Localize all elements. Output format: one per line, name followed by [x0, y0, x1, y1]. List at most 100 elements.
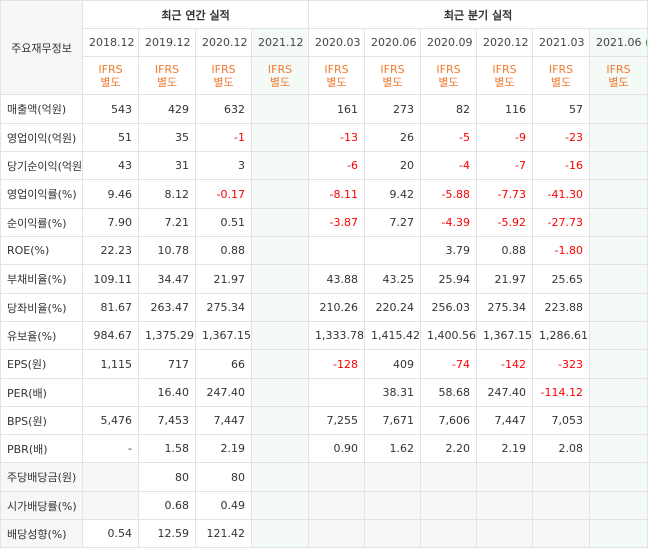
ifrs-basis-label: 별도	[382, 75, 403, 89]
value-cell	[250, 491, 310, 520]
table-row: 당좌비율(%) 81.67 263.47 275.34 210.26 220.24 256.…	[0, 293, 648, 322]
value-cell: 116	[476, 94, 534, 124]
period-label: 2021.03	[539, 36, 585, 49]
row-label: 배당성향(%)	[0, 519, 83, 548]
value-cell: 21.97	[195, 264, 252, 294]
value-cell	[308, 491, 366, 520]
value-cell: 7,447	[476, 406, 534, 435]
row-label: 시가배당률(%)	[0, 491, 83, 520]
value-cell: -0.17	[195, 179, 252, 209]
value-cell: 3.79	[420, 236, 478, 265]
value-cell: 1,367.15	[195, 321, 252, 350]
value-cell	[250, 321, 310, 350]
value-cell	[364, 462, 422, 492]
period-label: 2020.06	[371, 36, 417, 49]
value-cell: -6	[308, 151, 366, 180]
value-cell	[250, 94, 310, 124]
value-cell	[420, 519, 478, 548]
ifrs-basis-cell: IFRS 별도	[138, 56, 196, 95]
value-cell: 2.20	[420, 434, 478, 463]
value-cell	[250, 519, 310, 548]
table-row: 매출액(억원) 543 429 632 161 273 82 116 57	[0, 94, 648, 124]
value-cell: 43.25	[364, 264, 422, 294]
value-cell: 5,476	[82, 406, 139, 435]
value-cell	[308, 236, 366, 265]
value-cell: 717	[138, 349, 196, 379]
value-cell: 0.49	[195, 491, 252, 520]
table-row: PBR(배) -1.58 2.19 0.90 1.62 2.20 2.19 2.08	[0, 434, 648, 463]
ifrs-label: IFRS	[154, 62, 180, 76]
value-cell: -128	[308, 349, 366, 379]
value-cell	[250, 179, 310, 209]
table-row: ROE(%) 22.23 10.78 0.88 3.79 0.88 -1.80	[0, 236, 648, 265]
value-cell: 12.59	[138, 519, 196, 548]
period-header: 2021.06 (E)	[589, 28, 648, 57]
table-row: 부채비율(%) 109.11 34.47 21.97 43.88 43.25 25.94 21…	[0, 264, 648, 294]
value-cell: -323	[532, 349, 591, 379]
ifrs-basis-label: 별도	[326, 75, 347, 89]
value-cell	[532, 462, 591, 492]
value-cell: 58.68	[420, 378, 478, 407]
value-cell: 2.19	[476, 434, 534, 463]
value-cell	[250, 208, 310, 237]
table-row: 순이익률(%) 7.90 7.21 0.51 -3.87 7.27 -4.39 -5.92 -2…	[0, 208, 648, 237]
value-cell: -27.73	[532, 208, 591, 237]
value-cell	[82, 462, 139, 492]
value-cell: 632	[195, 94, 252, 124]
period-label: 2020.12	[202, 36, 248, 49]
corner-header: 주요재무정보	[0, 0, 83, 95]
value-cell: 26	[364, 123, 422, 152]
period-label: 2021.06	[596, 36, 642, 49]
value-cell: 223.88	[532, 293, 591, 322]
value-cell: 1,415.42	[364, 321, 422, 350]
value-cell: -1	[195, 123, 252, 152]
row-label: PBR(배)	[0, 434, 83, 463]
value-cell	[250, 434, 310, 463]
period-label: 2020.03	[315, 36, 361, 49]
ifrs-basis-cell: IFRS 별도	[589, 56, 648, 95]
value-cell: 273	[364, 94, 422, 124]
value-cell: -5.88	[420, 179, 478, 209]
value-cell: 7,447	[195, 406, 252, 435]
value-cell	[364, 519, 422, 548]
value-cell: 1,333.78	[308, 321, 366, 350]
value-cell: 984.67	[82, 321, 139, 350]
value-cell: 35	[138, 123, 196, 152]
value-cell: 0.51	[195, 208, 252, 237]
value-cell: 1,286.61	[532, 321, 591, 350]
value-cell	[308, 378, 366, 407]
period-label: 2018.12	[89, 36, 135, 49]
value-cell	[250, 236, 310, 265]
ifrs-label: IFRS	[548, 62, 574, 76]
value-cell	[589, 349, 648, 379]
ifrs-label: IFRS	[606, 62, 631, 76]
value-cell: 38.31	[364, 378, 422, 407]
value-cell: 0.54	[82, 519, 139, 548]
value-cell	[532, 491, 591, 520]
value-cell: 51	[82, 123, 139, 152]
ifrs-label: IFRS	[436, 62, 461, 76]
value-cell: 7,453	[138, 406, 196, 435]
ifrs-label: IFRS	[98, 62, 123, 76]
value-cell: 7,053	[532, 406, 591, 435]
period-label: 2021.12	[258, 36, 304, 49]
value-cell: -13	[308, 123, 366, 152]
value-cell	[420, 462, 478, 492]
value-cell: -4.39	[420, 208, 478, 237]
ifrs-basis-cell: IFRS 별도	[532, 56, 591, 95]
value-cell: 256.03	[420, 293, 478, 322]
value-cell	[250, 462, 310, 492]
period-label: 2019.12	[145, 36, 191, 49]
value-cell: 275.34	[476, 293, 534, 322]
ifrs-basis-cell: IFRS 별도	[420, 56, 478, 95]
value-cell	[82, 378, 139, 407]
value-cell: 8.12	[138, 179, 196, 209]
value-cell: 9.42	[364, 179, 422, 209]
estimate-marker: (E)	[307, 36, 308, 49]
period-header: 2021.03	[532, 28, 591, 57]
period-label: 2020.09	[427, 36, 473, 49]
ifrs-basis-cell: IFRS 별도	[364, 56, 422, 95]
value-cell: -7.73	[476, 179, 534, 209]
ifrs-label: IFRS	[492, 62, 517, 76]
value-cell: 16.40	[138, 378, 196, 407]
